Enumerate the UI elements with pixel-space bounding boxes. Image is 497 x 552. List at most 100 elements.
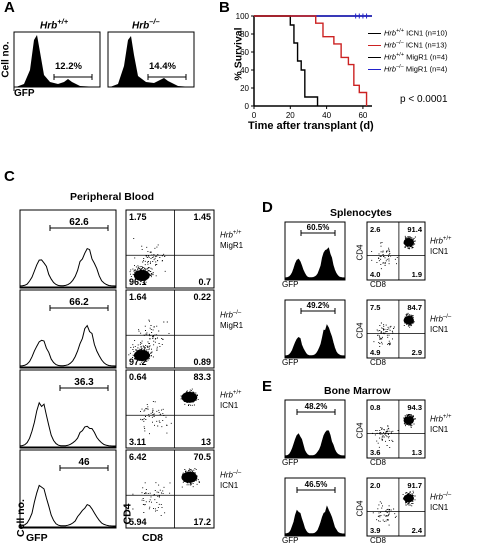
x-tick-label: 20: [286, 111, 295, 120]
genotype-construct: MigR1: [220, 240, 244, 250]
legend-gene: Hrb: [384, 52, 397, 62]
panel-b-pvalue: p < 0.0001: [400, 94, 448, 105]
panel-e-cd8-label-0: CD8: [370, 458, 387, 467]
panel-c-xlabel: GFP: [26, 532, 48, 544]
survival-chart: 100 80 60 40 20 00 20 40 60: [236, 12, 372, 120]
panel-d-genotype-1: Hrb–/– ICN1: [430, 312, 451, 335]
plot-frame: [19, 289, 117, 369]
panel-b-xlabel: Time after transplant (d): [248, 120, 374, 132]
quadrant-value: 2.9: [412, 348, 422, 357]
panel-e-cd4-cd8-plot-0: 0.8 94.3 3.6 1.3: [366, 399, 426, 459]
panel-e-gfp-label-0: GFP: [282, 458, 299, 467]
panel-c-cd4-cd8-plot-2: 0.64 83.3 3.11 13: [125, 369, 215, 449]
legend-entry-2: Hrb+/+ MigR1 (n=4): [368, 50, 448, 63]
panel-c-genotype-0: Hrb+/+ MigR1: [220, 228, 243, 251]
legend-label: MigR1 (n=4): [404, 52, 448, 62]
scatter-core: [133, 270, 150, 281]
quadrant-value: 2.0: [370, 481, 380, 490]
quadrant-value: 83.3: [193, 372, 211, 382]
genotype-construct: ICN1: [430, 424, 449, 434]
genotype-construct: MigR1: [220, 320, 244, 330]
genotype-superscript: –/–: [442, 314, 452, 320]
legend-label: ICN1 (n=13): [403, 40, 447, 50]
panel-c-gfp-histogram-1: 66.2: [19, 289, 117, 369]
panel-a-genotype-1: Hrb+/+: [40, 17, 69, 32]
legend-entry-3: Hrb–/– MigR1 (n=4): [368, 62, 447, 75]
gate-value: 36.3: [74, 377, 94, 388]
quadrant-value: 7.5: [370, 303, 380, 312]
panel-a-xlabel: GFP: [14, 88, 35, 99]
panel-d-cd8-label-1: CD8: [370, 358, 387, 367]
panel-c-gfp-histogram-2: 36.3: [19, 369, 117, 449]
scatter-core: [403, 494, 414, 503]
quadrant-value: 91.4: [407, 225, 422, 234]
histogram-trace: [284, 247, 346, 280]
panel-c-title: Peripheral Blood: [70, 191, 155, 203]
panel-e-gfp-label-1: GFP: [282, 536, 299, 545]
quadrant-value: 70.5: [193, 452, 211, 462]
quadrant-value: 17.2: [193, 517, 211, 527]
legend-label: ICN1 (n=10): [404, 28, 448, 38]
scatter-core: [403, 238, 414, 247]
legend-swatch: [368, 69, 381, 71]
histogram-trace: [284, 505, 346, 536]
panel-c-genotype-3: Hrb–/– ICN1: [220, 468, 241, 491]
genotype-superscript: +/+: [232, 230, 242, 236]
y-tick-label: 0: [245, 102, 250, 111]
legend-superscript: +/+: [396, 28, 405, 34]
plot-frame: [366, 399, 426, 459]
quadrant-value: 1.3: [412, 448, 422, 457]
quadrant-value: 4.0: [370, 270, 380, 279]
panel-c-gfp-histogram-3: 46: [19, 449, 117, 529]
legend-gene: Hrb: [384, 40, 397, 50]
y-tick-label: 80: [240, 30, 249, 39]
genotype-gene: Hrb: [220, 310, 233, 320]
plot-frame: [366, 299, 426, 359]
panel-d-cd4-cd8-plot-0: 2.6 91.4 4.0 1.9: [366, 221, 426, 281]
panel-d-cd4-label-1: CD4: [355, 322, 365, 339]
legend-superscript: –/–: [396, 40, 404, 46]
panel-e-cd4-label-0: CD4: [355, 422, 365, 439]
genotype-construct: ICN1: [430, 246, 449, 256]
genotype-superscript: +/+: [232, 390, 242, 396]
panel-e-gfp-histogram-0: 48.2%: [284, 399, 346, 459]
quadrant-value: 0.22: [193, 292, 211, 302]
quadrant-value: 3.6: [370, 448, 380, 457]
gate-value: 49.2%: [307, 301, 330, 310]
quadrant-value: 1.9: [412, 270, 422, 279]
plot-frame: [19, 209, 117, 289]
panel-d-gfp-histogram-1: 49.2%: [284, 299, 346, 359]
panel-d-cd4-label-0: CD4: [355, 244, 365, 261]
gate-value: 48.2%: [305, 402, 328, 411]
panel-d-title: Splenocytes: [330, 207, 392, 219]
x-tick-label: 40: [322, 111, 331, 120]
gate-value: 60.5%: [307, 223, 330, 232]
y-tick-label: 20: [240, 84, 249, 93]
quadrant-value: 2.6: [370, 225, 380, 234]
panel-letter-c: C: [4, 168, 15, 185]
genotype-gene: Hrb: [220, 390, 233, 400]
quadrant-value: 1.75: [129, 212, 147, 222]
genotype-gene: Hrb: [430, 414, 443, 424]
plot-frame: [19, 449, 117, 529]
panel-e-cd4-cd8-plot-1: 2.0 91.7 3.9 2.4: [366, 477, 426, 537]
genotype-superscript: –/–: [232, 310, 242, 316]
panel-a-histograms: [13, 31, 195, 91]
legend-superscript: –/–: [396, 64, 404, 70]
quadrant-value: 96.1: [129, 277, 147, 287]
quadrant-value: 3.11: [129, 437, 146, 447]
gate-value: 46.5%: [305, 480, 328, 489]
panel-c-genotype-1: Hrb–/– MigR1: [220, 308, 243, 331]
quadrant-value: 97.2: [129, 357, 147, 367]
y-tick-label: 60: [240, 48, 249, 57]
gate-value: 62.6: [69, 217, 89, 228]
quadrant-value: 1.64: [129, 292, 147, 302]
plot-frame: [366, 477, 426, 537]
panel-d-cd8-label-0: CD8: [370, 280, 387, 289]
quadrant-value: 94.3: [407, 403, 422, 412]
genotype-gene: Hrb: [220, 470, 233, 480]
genotype-gene: Hrb: [430, 314, 443, 324]
quadrant-value: 2.4: [412, 526, 423, 535]
genotype-construct: ICN1: [220, 400, 239, 410]
genotype-construct: ICN1: [430, 502, 449, 512]
